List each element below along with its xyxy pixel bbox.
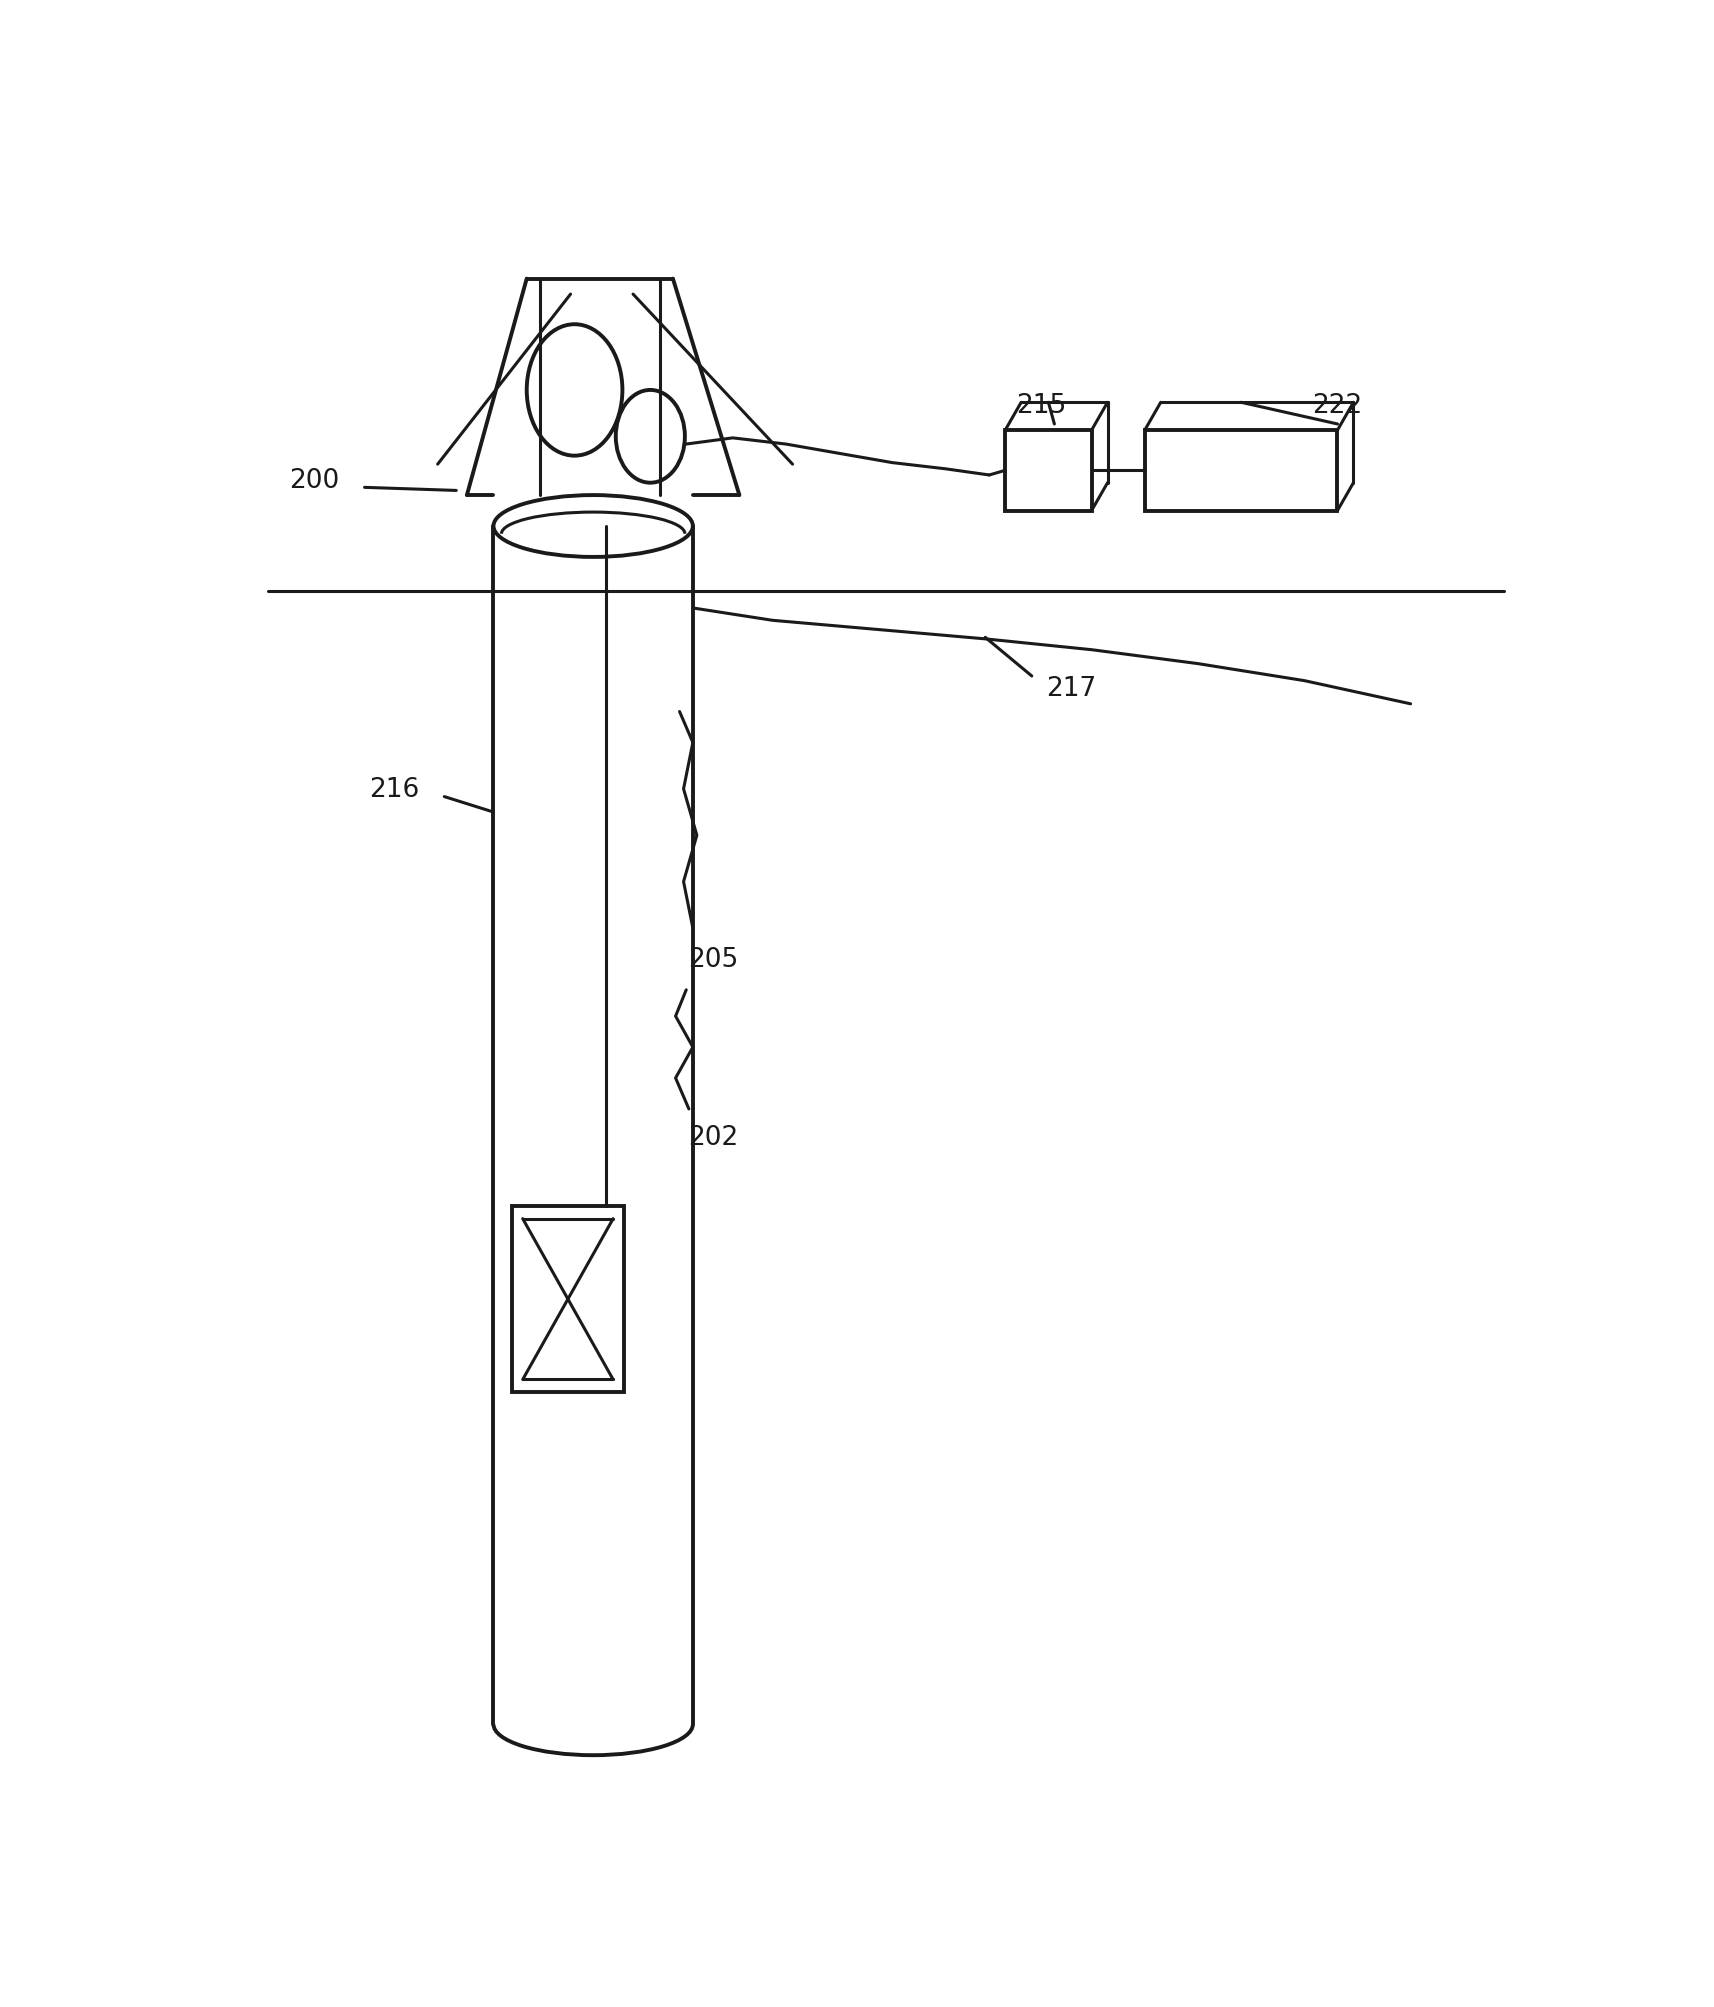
Text: 215: 215 (1015, 393, 1066, 419)
Text: 205: 205 (687, 947, 737, 973)
Bar (512, 1206, 624, 1393)
Text: 217: 217 (1046, 676, 1097, 702)
Text: 200: 200 (288, 468, 339, 494)
Text: 202: 202 (687, 1124, 737, 1150)
Bar (1145, 432, 1337, 512)
Bar (1004, 432, 1090, 512)
Text: 222: 222 (1311, 393, 1363, 419)
Text: 216: 216 (369, 777, 418, 803)
